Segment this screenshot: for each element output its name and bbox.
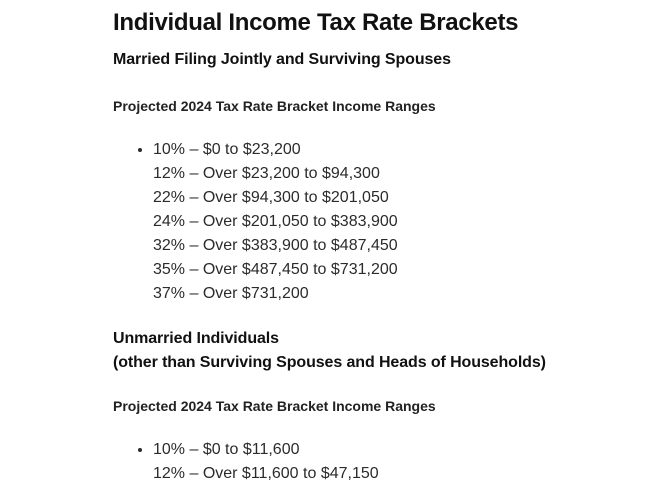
section-heading: Unmarried Individuals (other than Surviv… <box>113 327 628 375</box>
section-subheading: Projected 2024 Tax Rate Bracket Income R… <box>113 398 436 414</box>
bracket-line: 24% – Over $201,050 to $383,900 <box>153 213 398 230</box>
bracket-list: 10% – $0 to $23,200 12% – Over $23,200 to… <box>113 138 628 306</box>
bracket-line: 10% – $0 to $23,200 <box>153 141 301 158</box>
page-title: Individual Income Tax Rate Brackets <box>113 9 519 36</box>
bracket-line: 12% – Over $11,600 to $47,150 <box>153 465 379 482</box>
section-heading: Married Filing Jointly and Surviving Spo… <box>113 48 628 72</box>
section-married-filing-jointly: Married Filing Jointly and Surviving Spo… <box>113 48 628 306</box>
section-subheading: Projected 2024 Tax Rate Bracket Income R… <box>113 98 436 114</box>
bracket-list-item: 10% – $0 to $23,200 12% – Over $23,200 to… <box>153 138 628 306</box>
section-unmarried-individuals: Unmarried Individuals (other than Surviv… <box>113 327 628 482</box>
bracket-line: 22% – Over $94,300 to $201,050 <box>153 189 389 206</box>
bracket-line: 37% – Over $731,200 <box>153 285 309 302</box>
bracket-line: 35% – Over $487,450 to $731,200 <box>153 261 398 278</box>
section-heading-line: (other than Surviving Spouses and Heads … <box>113 354 546 371</box>
section-heading-line: Unmarried Individuals <box>113 330 279 347</box>
bracket-line: 32% – Over $383,900 to $487,450 <box>153 237 398 254</box>
bracket-line: 10% – $0 to $11,600 <box>153 441 300 458</box>
section-heading-line: Married Filing Jointly and Surviving Spo… <box>113 51 451 68</box>
bracket-list-item: 10% – $0 to $11,600 12% – Over $11,600 to… <box>153 438 628 482</box>
bracket-list: 10% – $0 to $11,600 12% – Over $11,600 to… <box>113 438 628 482</box>
bracket-line: 12% – Over $23,200 to $94,300 <box>153 165 380 182</box>
